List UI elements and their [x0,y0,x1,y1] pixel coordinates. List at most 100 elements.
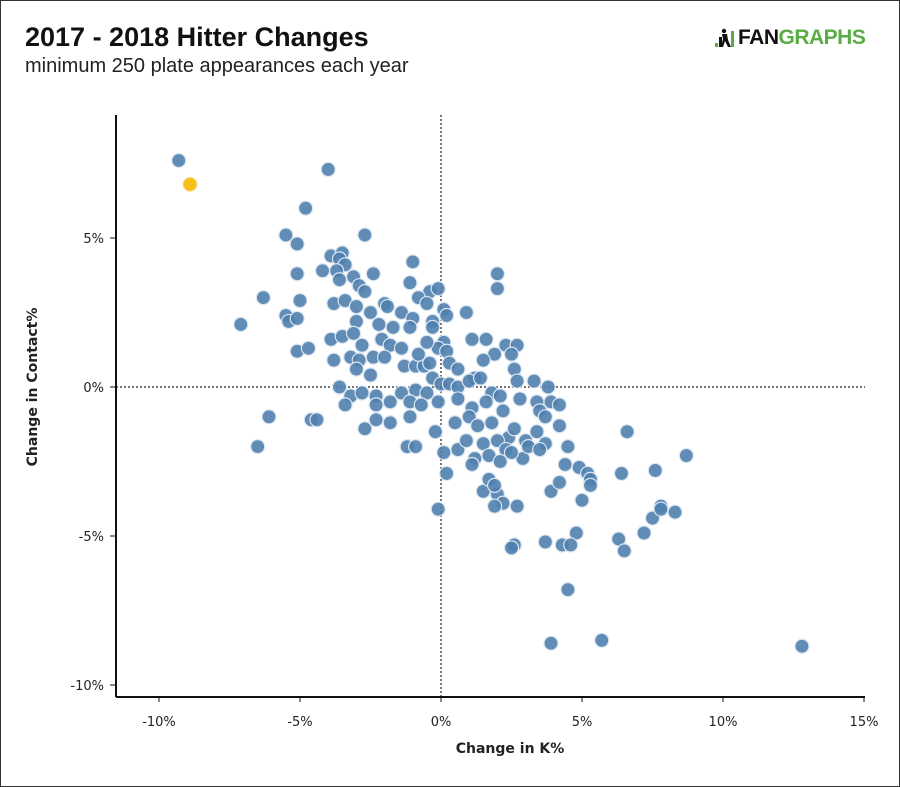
data-point [653,501,669,517]
data-point [512,391,528,407]
data-point [503,540,520,556]
data-point [309,412,325,428]
data-point [447,415,463,431]
data-point [233,316,249,333]
data-point [278,227,294,243]
data-point [368,397,384,413]
data-point [331,379,348,395]
data-point [354,337,370,353]
data-point [506,421,522,437]
axes [115,115,865,698]
data-point [540,379,556,395]
data-point [551,474,568,490]
data-point [526,373,542,389]
data-point [382,415,398,431]
data-point [255,290,271,306]
chart-subtitle: minimum 250 plate appearances each year [25,55,409,77]
data-point [458,433,474,449]
data-point [464,456,480,473]
y-tick-label: 0% [83,381,104,396]
data-point [472,370,489,386]
data-point [667,504,683,520]
data-point [492,453,508,470]
data-point [486,498,503,514]
data-point [326,352,342,368]
data-point [492,388,508,404]
data-point [289,266,305,282]
data-point [489,266,505,282]
x-axis-title: Change in K% [456,741,565,757]
data-point [371,316,387,333]
data-point [582,477,599,493]
data-point [402,319,418,335]
data-point [289,310,305,327]
data-point [464,331,480,347]
x-tick-label: 5% [572,715,593,730]
data-point [382,394,398,410]
data-point [430,501,446,517]
data-point [563,537,579,553]
data-point [422,355,438,371]
y-tick-label: 5% [83,232,104,247]
data-point [436,444,452,461]
batter-logo-icon [715,28,734,47]
data-point [424,319,441,335]
data-point [427,424,443,440]
data-point [393,340,410,356]
data-point [300,340,317,356]
data-point [560,439,576,455]
data-point [413,397,429,413]
x-tick-label: -10% [142,715,176,730]
data-point [368,412,384,428]
data-point [439,307,455,324]
data-point [320,161,336,178]
highlighted-point [182,176,198,192]
fangraphs-logo: FAN GRAPHS [715,25,866,51]
data-point [357,227,373,243]
y-tick-label: -10% [70,679,104,694]
data-point [289,236,305,252]
data-point [405,254,421,270]
y-tick-label: -5% [79,530,104,545]
reference-lines [116,115,865,697]
data-point [503,444,520,461]
data-point [616,543,632,559]
data-point [594,632,610,648]
data-point [557,456,573,473]
x-tick-label: 0% [431,715,452,730]
data-point [532,441,548,458]
logo-text-fan: FAN [738,26,779,49]
data-point [402,409,418,425]
data-point [613,465,630,482]
data-point [348,298,364,315]
data-point [486,477,503,493]
data-point [331,272,348,288]
data-point [348,361,364,377]
data-point [551,397,568,413]
data-point [503,346,520,362]
data-point [408,439,424,455]
data-point [292,292,308,309]
data-point [495,403,511,419]
data-point [509,373,525,389]
data-point [439,465,455,482]
data-point [489,281,505,297]
data-point [509,498,525,514]
data-point [470,418,486,434]
y-axis-title: Change in Contact% [25,308,41,467]
y-axis-ticks: 5% 0% -5% -10% [70,232,116,694]
data-point [794,638,810,654]
data-point [337,397,353,413]
data-point [574,492,590,508]
data-point [478,394,494,410]
data-point [484,415,500,431]
data-point [379,298,396,315]
x-tick-label: -5% [287,715,312,730]
data-point [345,325,362,341]
data-point [357,421,373,437]
data-point [450,391,466,407]
data-point [478,331,494,347]
data-point [647,462,663,479]
